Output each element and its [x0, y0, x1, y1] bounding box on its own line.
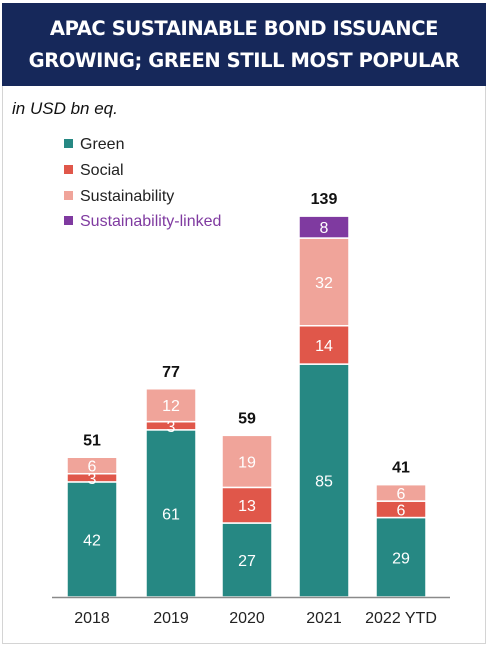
segment-label: 29 [392, 550, 410, 567]
legend-swatch [64, 191, 73, 200]
segment-label: 3 [88, 471, 97, 488]
segment-label: 32 [315, 275, 333, 292]
bar-segment-social-2021 [298, 324, 350, 365]
bar-segment-social-2020 [221, 486, 273, 524]
x-tick-label: 2020 [229, 610, 265, 627]
total-label: 41 [392, 460, 410, 477]
x-tick-label: 2019 [153, 610, 189, 627]
bar-segment-sustainability-2021 [298, 237, 350, 327]
segment-label: 13 [238, 498, 256, 515]
legend-swatch [64, 165, 73, 174]
segment-label: 14 [315, 338, 333, 355]
bar-segment-sustainability-2018 [66, 456, 118, 475]
bar-segment-sustainability-2019 [145, 388, 197, 423]
segment-label: 6 [88, 458, 97, 475]
segment-label: 8 [320, 220, 329, 237]
segment-label: 42 [83, 532, 101, 549]
segment-label: 61 [162, 506, 180, 523]
segment-label: 12 [162, 398, 180, 415]
chart-title-line-2: GROWING; GREEN STILL MOST POPULAR [28, 48, 460, 72]
segment-label: 6 [397, 502, 406, 519]
segment-label: 3 [167, 419, 176, 436]
segment-label: 19 [238, 454, 256, 471]
chart-frame [2, 86, 486, 644]
segment-label: 6 [397, 486, 406, 503]
legend-label: Sustainability-linked [80, 213, 221, 230]
unit-label: in USD bn eq. [12, 99, 118, 118]
bar-segment-sustainability-linked-2021 [298, 215, 350, 239]
legend-label: Social [80, 162, 124, 179]
legend-swatch [64, 216, 73, 225]
bar-segment-green-2022-ytd [375, 516, 427, 598]
total-label: 51 [83, 432, 101, 449]
total-label: 77 [162, 364, 180, 381]
x-tick-label: 2022 YTD [365, 610, 437, 627]
segment-label: 85 [315, 474, 333, 491]
bar-segment-green-2020 [221, 522, 273, 598]
legend-swatch [64, 139, 73, 148]
segment-label: 27 [238, 553, 256, 570]
bar-segment-sustainability-2020 [221, 434, 273, 489]
title-banner: APAC SUSTAINABLE BOND ISSUANCE GROWING; … [2, 3, 486, 86]
bar-segment-sustainability-2022-ytd [375, 483, 427, 502]
legend-label: Sustainability [80, 188, 174, 205]
x-tick-label: 2018 [74, 610, 110, 627]
total-label: 59 [238, 410, 256, 427]
chart-title-line-1: APAC SUSTAINABLE BOND ISSUANCE [49, 16, 439, 40]
bar-segment-green-2018 [66, 481, 118, 598]
x-tick-label: 2021 [306, 610, 342, 627]
total-label: 139 [311, 191, 338, 208]
legend-label: Green [80, 136, 124, 153]
bar-segment-green-2019 [145, 429, 197, 598]
